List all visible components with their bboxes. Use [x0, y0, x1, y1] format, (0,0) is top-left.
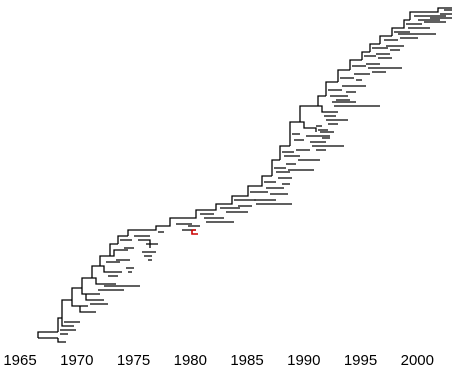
highlighted-node-marker: [191, 229, 198, 235]
x-axis-tick-label: 1975: [117, 352, 150, 369]
time-axis: 1965 1970 1975 1980 1985 1990 1995 2000: [3, 352, 434, 369]
x-axis-tick-label: 1965: [3, 352, 36, 369]
x-axis-tick-label: 1985: [230, 352, 263, 369]
x-axis-tick-label: 1990: [287, 352, 320, 369]
x-axis-tick-label: 2000: [401, 352, 434, 369]
tree-branches: [37, 7, 452, 343]
x-axis-tick-label: 1980: [174, 352, 207, 369]
x-axis-tick-label: 1970: [60, 352, 93, 369]
x-axis-tick-label: 1995: [344, 352, 377, 369]
